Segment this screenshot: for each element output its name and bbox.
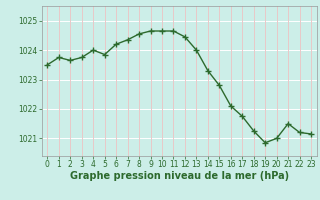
- X-axis label: Graphe pression niveau de la mer (hPa): Graphe pression niveau de la mer (hPa): [70, 171, 289, 181]
